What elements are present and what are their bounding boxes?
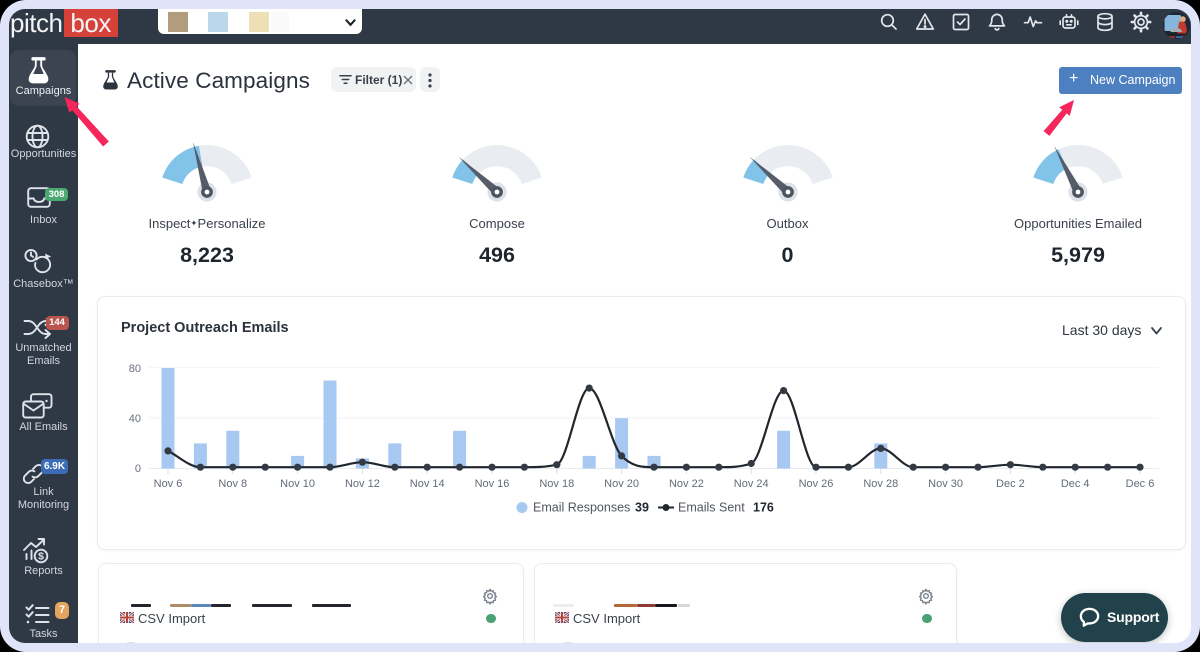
svg-text:0: 0: [135, 463, 141, 475]
svg-text:Nov 28: Nov 28: [863, 478, 898, 490]
svg-text:39: 39: [635, 501, 649, 515]
svg-text:Nov 30: Nov 30: [928, 478, 963, 490]
svg-text:$: $: [38, 551, 44, 563]
svg-text:Emails Sent: Emails Sent: [678, 501, 745, 515]
svg-text:176: 176: [753, 501, 774, 515]
svg-text:Email Responses: Email Responses: [533, 501, 630, 515]
svg-text:Nov 20: Nov 20: [604, 478, 639, 490]
svg-text:Dec 6: Dec 6: [1126, 478, 1155, 490]
svg-text:Nov 18: Nov 18: [539, 478, 574, 490]
svg-text:Nov 12: Nov 12: [345, 478, 380, 490]
svg-text:Nov 22: Nov 22: [669, 478, 704, 490]
svg-text:Dec 4: Dec 4: [1061, 478, 1090, 490]
svg-text:Nov 24: Nov 24: [734, 478, 769, 490]
svg-text:Nov 8: Nov 8: [218, 478, 247, 490]
svg-text:80: 80: [129, 363, 141, 375]
svg-text:Nov 16: Nov 16: [475, 478, 510, 490]
svg-text:40: 40: [129, 413, 141, 425]
svg-text:Dec 2: Dec 2: [996, 478, 1025, 490]
svg-text:Nov 6: Nov 6: [154, 478, 183, 490]
svg-text:Nov 14: Nov 14: [410, 478, 445, 490]
svg-text:Nov 26: Nov 26: [799, 478, 834, 490]
svg-text:Nov 10: Nov 10: [280, 478, 315, 490]
